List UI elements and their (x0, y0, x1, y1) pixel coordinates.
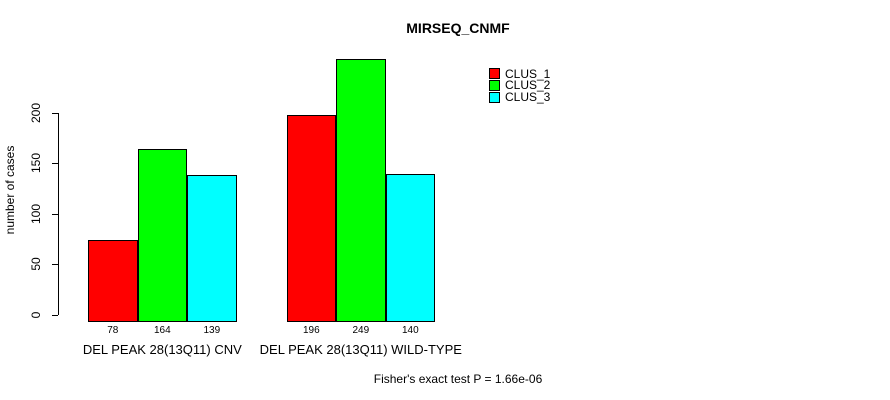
legend-label: CLUS_3 (505, 90, 551, 105)
y-tick-mark (52, 213, 58, 215)
y-axis-line (58, 113, 59, 315)
y-tick-label: 200 (29, 102, 43, 124)
x-axis-category-label: DEL PEAK 28(13Q11) CNV (82, 342, 242, 357)
y-tick-mark (52, 264, 58, 266)
legend-swatch-clus_2 (489, 79, 500, 91)
bar-clus_1-group2 (286, 115, 336, 322)
bar-value-label: 139 (203, 325, 221, 336)
y-tick-label: 50 (29, 257, 43, 271)
y-axis-title: number of cases (3, 145, 17, 235)
y-tick-mark (52, 113, 58, 114)
legend-label: CLUS_1 (505, 66, 551, 81)
bar-value-label: 140 (401, 325, 419, 336)
bar-clus_1-group1 (88, 239, 138, 322)
bar-clus_3-group2 (385, 174, 435, 322)
bar-value-label: 196 (302, 325, 320, 336)
y-tick-mark (52, 314, 58, 316)
bar-value-label: 78 (107, 325, 119, 336)
bar-clus_2-group1 (137, 149, 187, 322)
y-tick-label: 150 (29, 153, 43, 174)
bar-value-label: 164 (153, 325, 171, 336)
chart-title: MIRSEQ_CNMF (406, 20, 510, 36)
bar-value-label: 249 (352, 325, 370, 336)
x-axis-category-label: DEL PEAK 28(13Q11) WILD-TYPE (259, 342, 462, 357)
legend-swatch-clus_1 (489, 68, 500, 79)
bar-clus_3-group1 (187, 175, 237, 322)
y-tick-label: 100 (29, 203, 43, 224)
legend-label: CLUS_2 (505, 78, 551, 93)
stat-test-footer: Fisher's exact test P = 1.66e-06 (373, 372, 543, 386)
y-tick-label: 0 (29, 311, 43, 318)
bar-clus_2-group2 (336, 59, 386, 322)
y-tick-mark (52, 163, 58, 165)
legend-swatch-clus_3 (489, 91, 500, 103)
